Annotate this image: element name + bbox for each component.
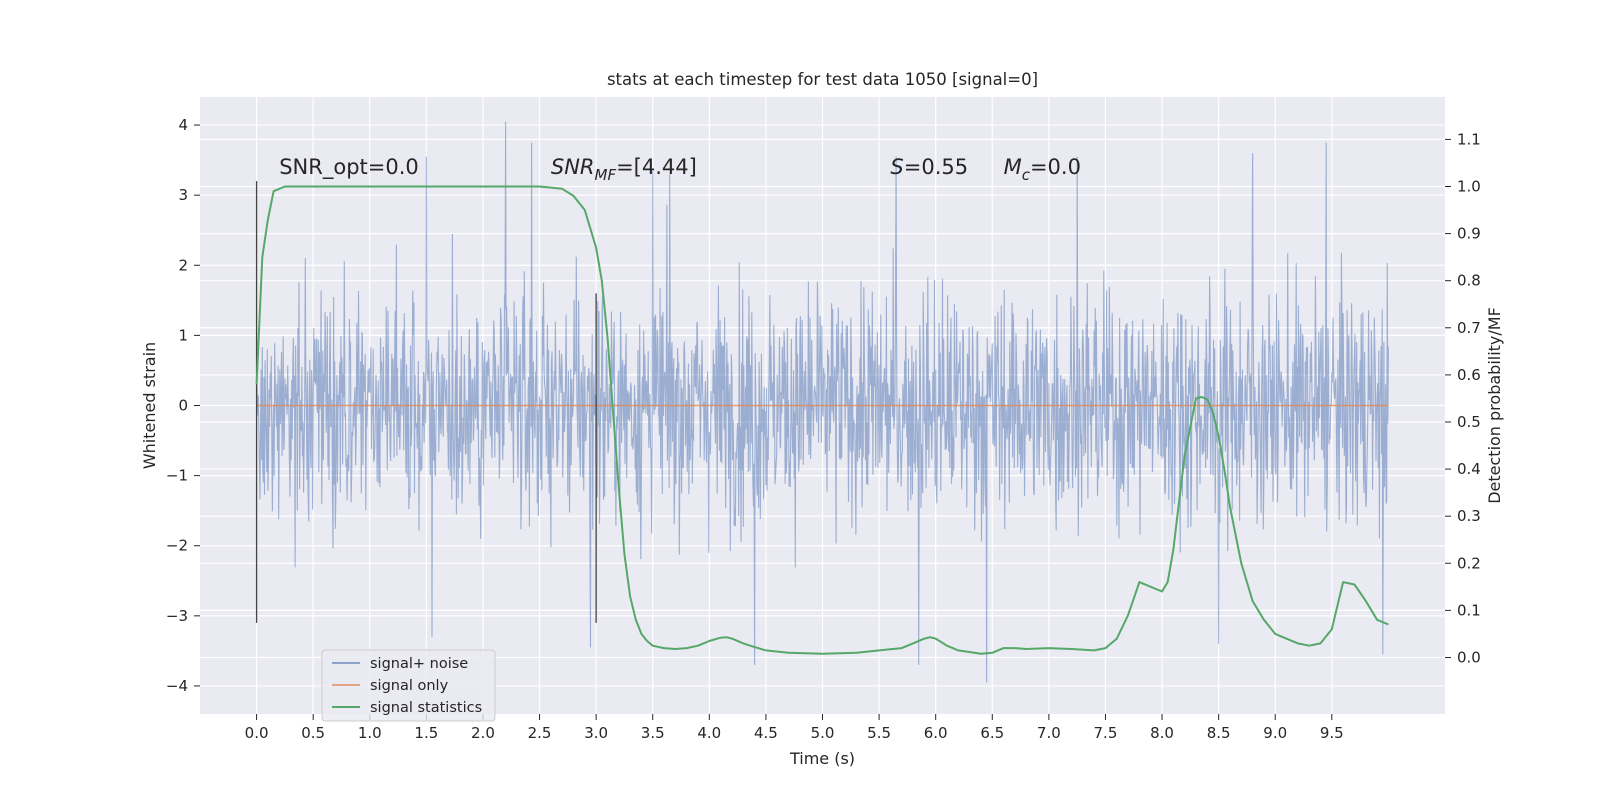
- annotation-s: S=0.55: [890, 155, 968, 179]
- x-tick-label: 6.5: [980, 724, 1004, 742]
- x-tick-label: 4.0: [697, 724, 721, 742]
- x-tick-label: 7.5: [1094, 724, 1118, 742]
- annotation-snr_mf: SNRMF=[4.44]: [551, 155, 697, 184]
- y-axis-ticks: 4 3 2 1 0 −1 −2 −3 −4: [166, 116, 200, 695]
- x-tick-label: 9.0: [1263, 724, 1287, 742]
- x-tick-label: 1.0: [358, 724, 382, 742]
- y2-axis-ticks: 1.1 1.0 0.9 0.8 0.7 0.6 0.5 0.4 0.3 0.2 0.1 0.0: [1445, 130, 1481, 666]
- annotation-snr_opt: SNR_opt=0.0: [279, 155, 419, 180]
- y2-tick-label: 0.8: [1457, 272, 1481, 290]
- y2-tick-label: 0.0: [1457, 648, 1481, 666]
- signal-noise-line: [256, 121, 1389, 683]
- y-tick-label: 2: [178, 256, 188, 274]
- legend-label: signal statistics: [370, 700, 482, 716]
- y-tick-label: 0: [178, 397, 188, 415]
- legend: signal+ noise signal only signal statistic…: [321, 649, 496, 722]
- annotations: SNR_opt=0.0 SNRMF=[4.44] S=0.55 Mc=0.0: [279, 155, 1081, 184]
- y-tick-label: −4: [166, 677, 188, 695]
- legend-label: signal+ noise: [370, 656, 468, 672]
- x-tick-label: 6.0: [924, 724, 948, 742]
- y2-tick-label: 0.1: [1457, 601, 1481, 619]
- y-tick-label: 3: [178, 186, 188, 204]
- x-tick-label: 1.5: [414, 724, 438, 742]
- y2-tick-label: 0.9: [1457, 225, 1481, 243]
- x-tick-label: 8.5: [1207, 724, 1231, 742]
- signal-statistics-series: [255, 185, 1389, 655]
- y2-tick-label: 0.6: [1457, 366, 1481, 384]
- y2-tick-label: 0.5: [1457, 413, 1481, 431]
- y-tick-label: −3: [166, 607, 188, 625]
- x-tick-label: 4.5: [754, 724, 778, 742]
- x-axis-ticks: 0.0 0.5 1.0 1.5 2.0 2.5 3.0 3.5 4.0 4.5 5.0 5.5 6.0 6…: [245, 714, 1344, 742]
- y2-tick-label: 1.1: [1457, 130, 1481, 148]
- x-axis-label: Time (s): [789, 749, 855, 768]
- y2-tick-label: 0.2: [1457, 554, 1481, 572]
- chart-title: stats at each timestep for test data 105…: [607, 70, 1038, 89]
- signal-statistics-line: [255, 185, 1389, 655]
- signal-noise-series: [256, 121, 1389, 683]
- x-tick-label: 3.0: [584, 724, 608, 742]
- y2-tick-label: 0.3: [1457, 507, 1481, 525]
- x-tick-label: 5.5: [867, 724, 891, 742]
- y2-axis-label: Detection probability/MF: [1485, 307, 1504, 504]
- y2-tick-label: 0.4: [1457, 460, 1481, 478]
- y2-tick-label: 0.7: [1457, 319, 1481, 337]
- y-tick-label: 1: [178, 326, 188, 344]
- x-tick-label: 0.0: [245, 724, 269, 742]
- x-tick-label: 0.5: [301, 724, 325, 742]
- y2-tick-label: 1.0: [1457, 177, 1481, 195]
- legend-label: signal only: [370, 678, 449, 694]
- x-tick-label: 7.0: [1037, 724, 1061, 742]
- legend-box: [321, 649, 496, 722]
- x-tick-label: 2.5: [528, 724, 552, 742]
- annotation-mc: Mc=0.0: [1004, 155, 1081, 184]
- x-tick-label: 8.0: [1150, 724, 1174, 742]
- y-tick-label: 4: [178, 116, 188, 134]
- vertical-markers: [255, 181, 597, 623]
- y-tick-label: −2: [166, 537, 188, 555]
- x-tick-label: 5.0: [811, 724, 835, 742]
- x-tick-label: 3.5: [641, 724, 665, 742]
- y-tick-label: −1: [166, 467, 188, 485]
- y-axis-label: Whitened strain: [140, 342, 159, 469]
- x-tick-label: 2.0: [471, 724, 495, 742]
- x-tick-label: 9.5: [1320, 724, 1344, 742]
